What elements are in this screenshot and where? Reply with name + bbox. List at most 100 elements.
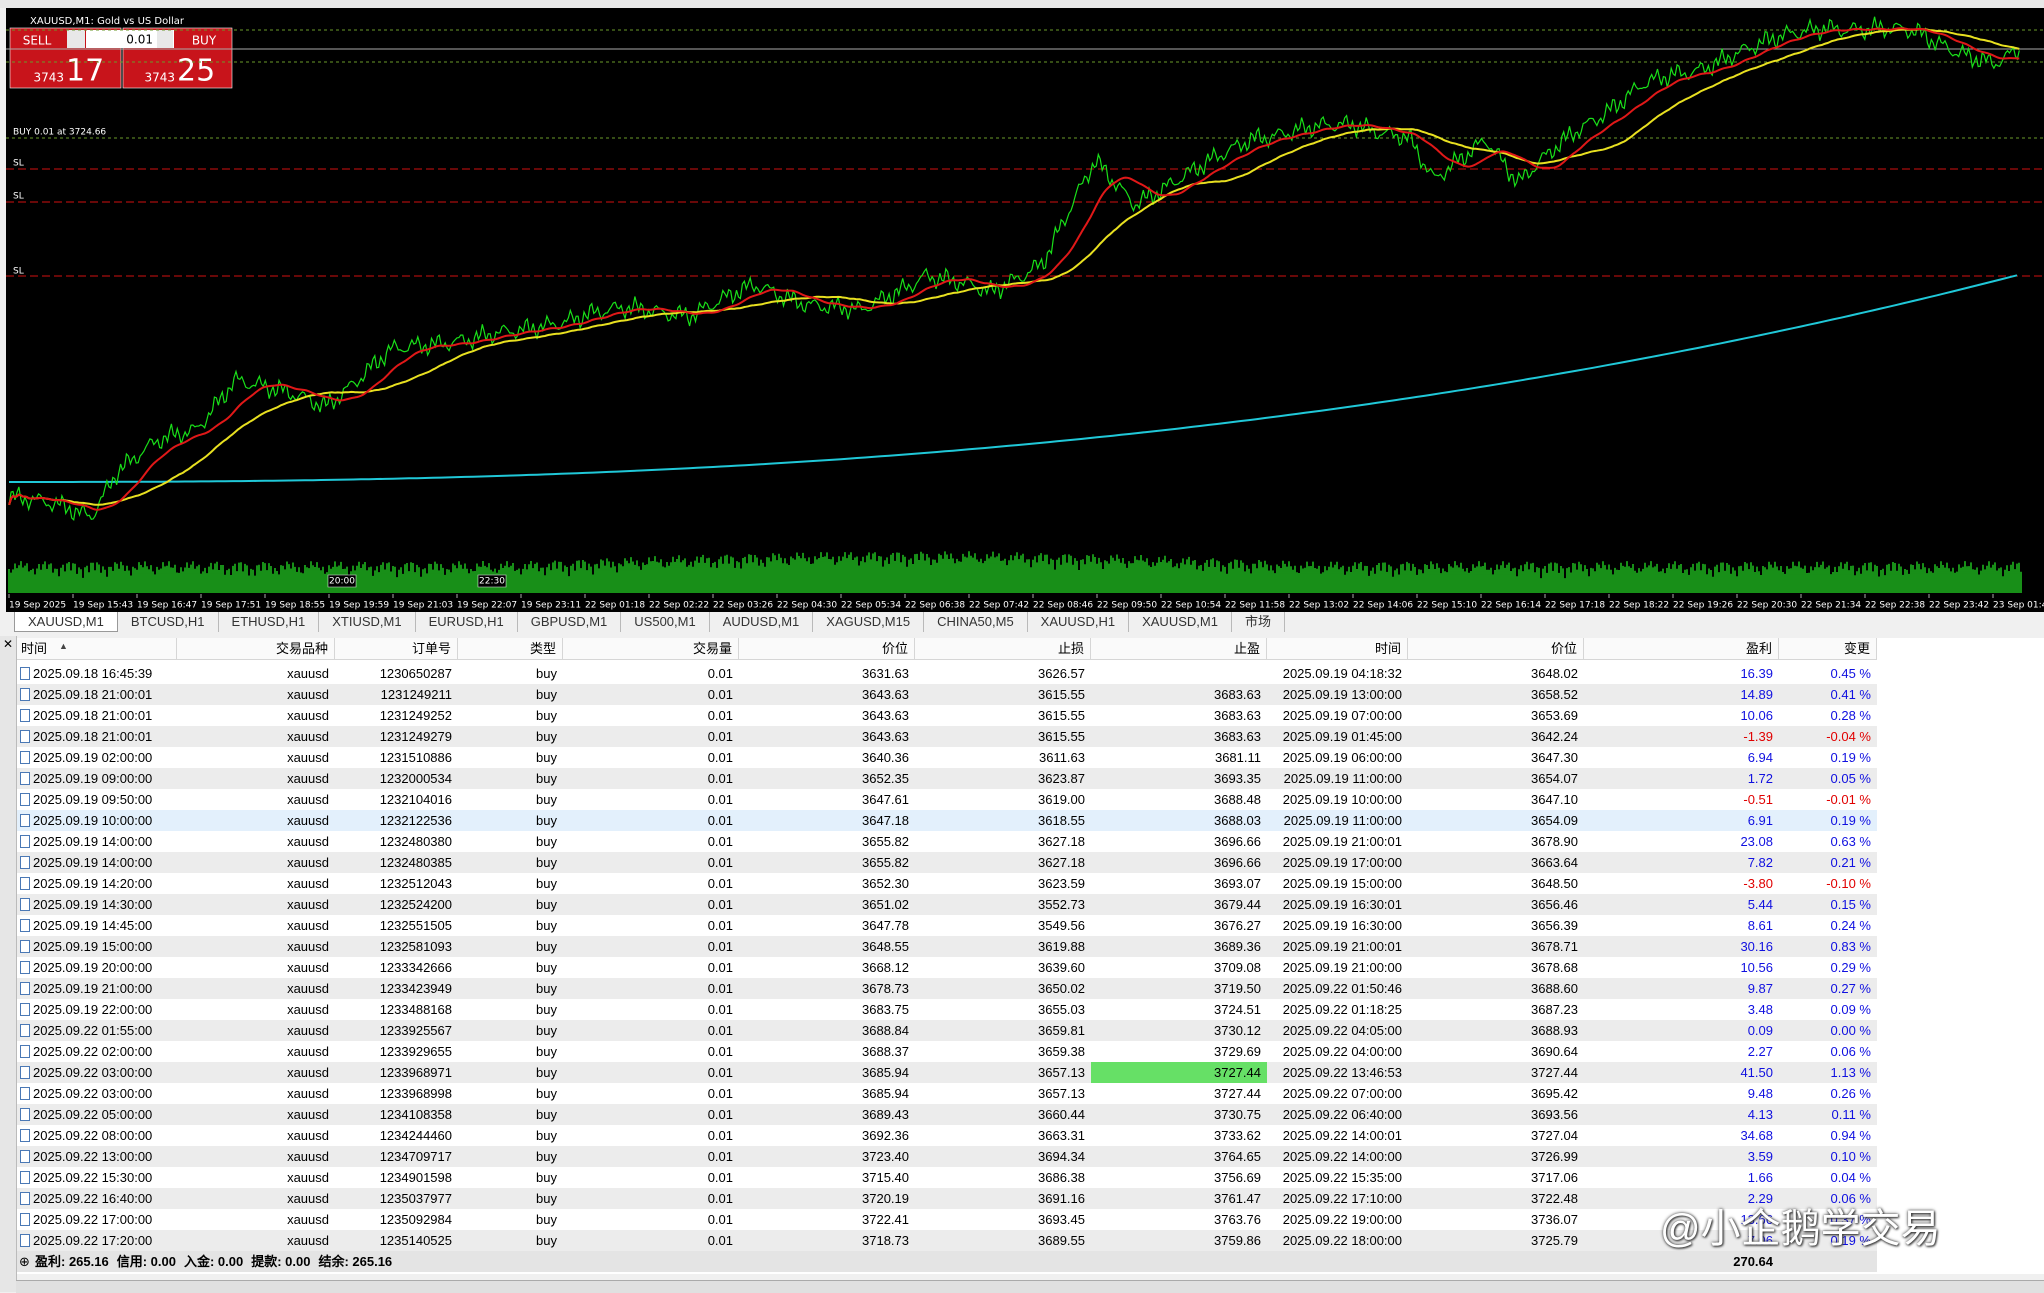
table-cell: 0.06 %: [1830, 1044, 1871, 1059]
table-cell: 3647.30: [1531, 750, 1578, 765]
column-header[interactable]: 交易量: [563, 638, 739, 660]
column-header[interactable]: 交易品种: [177, 638, 335, 660]
table-row[interactable]: 2025.09.18 16:45:39 xauusd 1230650287 buy 0.…: [17, 663, 1877, 684]
chart-tab[interactable]: BTCUSD,H1: [117, 612, 219, 632]
table-row[interactable]: 2025.09.19 14:00:00 xauusd 1232480385 buy 0.…: [17, 852, 1877, 873]
table-cell: 2025.09.22 01:18:25: [1282, 1002, 1402, 1017]
table-row[interactable]: 2025.09.19 20:00:00 xauusd 1233342666 buy 0.…: [17, 957, 1877, 978]
order-icon: [20, 961, 30, 974]
table-row[interactable]: 2025.09.19 14:45:00 xauusd 1232551505 buy 0.…: [17, 915, 1877, 936]
sell-button[interactable]: SELL: [23, 34, 52, 48]
table-cell: 3619.00: [1038, 792, 1085, 807]
chart-tab[interactable]: XTIUSD,M1: [319, 612, 416, 632]
table-cell: 3681.11: [1214, 750, 1261, 765]
table-cell: 2025.09.19 02:00:00: [33, 750, 153, 765]
table-cell: 0.01: [707, 981, 733, 996]
table-row[interactable]: 2025.09.22 16:40:00 xauusd 1235037977 buy 0.…: [17, 1188, 1877, 1209]
table-cell: 3693.07: [1214, 876, 1261, 891]
buy-button[interactable]: BUY: [192, 34, 217, 48]
chart-background: [6, 8, 2044, 612]
table-row[interactable]: 2025.09.22 15:30:00 xauusd 1234901598 buy 0.…: [17, 1167, 1877, 1188]
table-cell: 3756.69: [1214, 1170, 1261, 1185]
column-header[interactable]: 止损: [915, 638, 1091, 660]
table-cell: 3650.02: [1038, 981, 1085, 996]
table-row[interactable]: 2025.09.22 05:00:00 xauusd 1234108358 buy 0.…: [17, 1104, 1877, 1125]
table-cell: 1235092984: [379, 1212, 452, 1227]
table-cell: 0.37 %: [1830, 1212, 1871, 1227]
table-cell: 2025.09.22 05:00:00: [33, 1107, 153, 1122]
table-cell: 3727.44: [1214, 1086, 1261, 1101]
column-header[interactable]: 时间: [1267, 638, 1408, 660]
volume-input[interactable]: 0.01: [126, 33, 153, 47]
table-row[interactable]: 2025.09.19 14:30:00 xauusd 1232524200 buy 0.…: [17, 894, 1877, 915]
chart-tab[interactable]: XAUUSD,M1: [1129, 612, 1232, 632]
table-row[interactable]: 2025.09.22 13:00:00 xauusd 1234709717 buy 0.…: [17, 1146, 1877, 1167]
table-row[interactable]: 2025.09.19 02:00:00 xauusd 1231510886 buy 0.…: [17, 747, 1877, 768]
table-row[interactable]: 2025.09.19 15:00:00 xauusd 1232581093 buy 0.…: [17, 936, 1877, 957]
table-cell: 3640.36: [862, 750, 909, 765]
table-cell: 0.01: [707, 729, 733, 744]
table-row[interactable]: 2025.09.22 08:00:00 xauusd 1234244460 buy 0.…: [17, 1125, 1877, 1146]
table-cell: 30.16: [1740, 939, 1773, 954]
column-header[interactable]: 类型: [458, 638, 563, 660]
table-row[interactable]: 2025.09.22 02:00:00 xauusd 1233929655 buy 0.…: [17, 1041, 1877, 1062]
table-cell: 3655.82: [862, 855, 909, 870]
table-cell: 0.01: [707, 1233, 733, 1248]
table-cell: buy: [536, 1149, 557, 1164]
table-row[interactable]: 2025.09.19 14:20:00 xauusd 1232512043 buy 0.…: [17, 873, 1877, 894]
slow-moving-average: [8, 28, 2020, 506]
table-row[interactable]: 2025.09.22 03:00:00 xauusd 1233968971 buy 0.…: [17, 1062, 1877, 1083]
order-icon: [20, 1234, 30, 1247]
table-row[interactable]: 2025.09.19 10:00:00 xauusd 1232122536 buy 0.…: [17, 810, 1877, 831]
table-cell: 3.59: [1747, 1149, 1773, 1164]
table-cell: 23.08: [1740, 834, 1773, 849]
table-cell: 2025.09.18 21:00:01: [33, 687, 153, 702]
chart-tab[interactable]: XAUUSD,M1: [14, 612, 118, 632]
table-cell: 1233968998: [379, 1086, 452, 1101]
chart-tab[interactable]: AUDUSD,M1: [709, 612, 814, 632]
table-cell: 0.29 %: [1830, 960, 1871, 975]
column-header[interactable]: 盈利: [1584, 638, 1779, 660]
table-row[interactable]: 2025.09.19 14:00:00 xauusd 1232480380 buy 0.…: [17, 831, 1877, 852]
time-axis-label: 22 Sep 20:30: [1737, 601, 1797, 611]
table-cell: 1.66: [1747, 1170, 1773, 1185]
time-axis-label: 22 Sep 23:42: [1929, 601, 1989, 611]
chart-tab[interactable]: CHINA50,M5: [924, 612, 1028, 632]
column-header[interactable]: 时间: [17, 638, 177, 660]
table-cell: buy: [536, 1107, 557, 1122]
column-header[interactable]: 变更: [1779, 638, 1877, 660]
chart-tab[interactable]: ETHUSD,H1: [218, 612, 320, 632]
table-row[interactable]: 2025.09.22 17:00:00 xauusd 1235092984 buy 0.…: [17, 1209, 1877, 1230]
column-header[interactable]: 价位: [739, 638, 915, 660]
table-row[interactable]: 2025.09.22 03:00:00 xauusd 1233968998 buy 0.…: [17, 1083, 1877, 1104]
chart-tab[interactable]: XAGUSD,M15: [813, 612, 925, 632]
table-cell: buy: [536, 939, 557, 954]
table-cell: 3715.40: [862, 1170, 909, 1185]
table-row[interactable]: 2025.09.19 09:00:00 xauusd 1232000534 buy 0.…: [17, 768, 1877, 789]
table-cell: 2025.09.19 21:00:01: [1282, 834, 1402, 849]
table-row[interactable]: 2025.09.18 21:00:01 xauusd 1231249211 buy 0.…: [17, 684, 1877, 705]
chart-tab[interactable]: GBPUSD,M1: [517, 612, 622, 632]
table-cell: 0.01: [707, 1065, 733, 1080]
table-cell: 3615.55: [1038, 708, 1085, 723]
table-cell: 1235037977: [379, 1191, 452, 1206]
table-cell: 2025.09.22 17:10:00: [1282, 1191, 1402, 1206]
column-header[interactable]: 价位: [1408, 638, 1584, 660]
table-row[interactable]: 2025.09.22 17:20:00 xauusd 1235140525 buy 0.…: [17, 1230, 1877, 1251]
table-row[interactable]: 2025.09.19 09:50:00 xauusd 1232104016 buy 0.…: [17, 789, 1877, 810]
chart-tab[interactable]: XAUUSD,H1: [1027, 612, 1130, 632]
table-cell: 9.48: [1747, 1086, 1773, 1101]
table-row[interactable]: 2025.09.19 22:00:00 xauusd 1233488168 buy 0.…: [17, 999, 1877, 1020]
column-header[interactable]: 订单号: [335, 638, 458, 660]
chart-tab[interactable]: 市场: [1231, 612, 1285, 632]
column-header[interactable]: 止盈: [1091, 638, 1267, 660]
table-cell: 2025.09.22 06:40:00: [1282, 1107, 1402, 1122]
chart-tab[interactable]: EURUSD,H1: [415, 612, 518, 632]
table-cell: xauusd: [287, 1044, 329, 1059]
table-row[interactable]: 2025.09.22 01:55:00 xauusd 1233925567 buy 0.…: [17, 1020, 1877, 1041]
table-row[interactable]: 2025.09.18 21:00:01 xauusd 1231249279 buy 0.…: [17, 726, 1877, 747]
table-row[interactable]: 2025.09.19 21:00:00 xauusd 1233423949 buy 0.…: [17, 978, 1877, 999]
table-row[interactable]: 2025.09.18 21:00:01 xauusd 1231249252 buy 0.…: [17, 705, 1877, 726]
table-cell: 0.01: [707, 1191, 733, 1206]
chart-tab[interactable]: US500,M1: [621, 612, 710, 632]
